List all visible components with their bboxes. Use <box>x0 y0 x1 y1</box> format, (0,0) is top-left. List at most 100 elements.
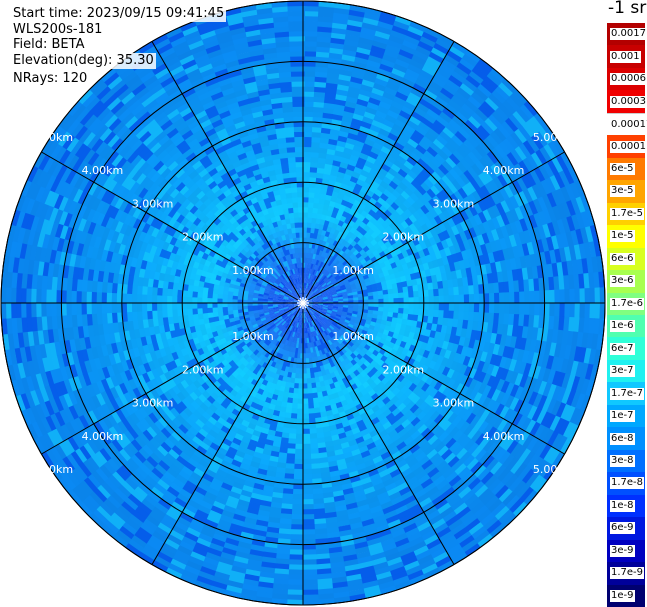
heatmap-cell <box>369 124 383 134</box>
heatmap-cell <box>401 77 417 89</box>
heatmap-cell <box>488 114 503 130</box>
heatmap-cell <box>542 223 552 240</box>
heatmap-cell <box>324 163 334 171</box>
heatmap-cell <box>329 269 336 275</box>
heatmap-cell <box>474 108 490 123</box>
heatmap-cell <box>505 117 520 134</box>
heatmap-cell <box>324 287 331 292</box>
heatmap-cell <box>436 67 453 81</box>
heatmap-cell <box>438 163 451 176</box>
heatmap-cell <box>317 297 324 300</box>
heatmap-cell <box>319 273 325 279</box>
heatmap-cell <box>383 158 395 169</box>
heatmap-cell <box>370 44 388 55</box>
heatmap-cell <box>494 239 504 253</box>
heatmap-cell <box>312 297 318 300</box>
heatmap-cell <box>495 107 511 123</box>
heatmap-cell <box>328 267 334 274</box>
heatmap-cell <box>467 237 477 250</box>
heatmap-cell <box>393 63 410 74</box>
heatmap-cell <box>512 179 524 195</box>
heatmap-cell <box>311 131 323 138</box>
heatmap-cell <box>373 114 387 125</box>
heatmap-cell <box>343 280 350 285</box>
heatmap-cell <box>498 157 512 173</box>
heatmap-cell <box>305 282 308 289</box>
heatmap-cell <box>323 107 336 115</box>
heatmap-cell <box>523 216 534 232</box>
heatmap-cell <box>329 275 335 281</box>
heatmap-cell <box>464 49 483 64</box>
heatmap-cell <box>478 104 494 120</box>
heatmap-cell <box>526 119 541 136</box>
heatmap-cell <box>327 282 333 287</box>
heatmap-cell <box>377 68 394 79</box>
heatmap-cell <box>362 164 373 174</box>
heatmap-cell <box>451 225 461 237</box>
heatmap-cell <box>424 131 438 144</box>
heatmap-cell <box>482 153 496 169</box>
heatmap-cell <box>303 141 313 148</box>
heatmap-cell <box>329 238 336 245</box>
heatmap-cell <box>303 267 306 273</box>
heatmap-cell <box>471 111 487 127</box>
heatmap-cell <box>455 212 466 225</box>
heatmap-cell <box>303 232 308 238</box>
heatmap-cell <box>407 63 424 76</box>
heatmap-cell <box>316 284 322 289</box>
heatmap-cell <box>451 179 463 192</box>
heatmap-cell <box>294 443 303 450</box>
heatmap-cell <box>382 91 397 102</box>
heatmap-cell <box>486 150 500 166</box>
heatmap-cell <box>473 225 483 238</box>
heatmap-cell <box>432 281 439 291</box>
heatmap-cell <box>350 76 365 85</box>
heatmap-cell <box>303 252 306 258</box>
heatmap-cell <box>311 212 318 219</box>
heatmap-cell <box>440 239 450 250</box>
heatmap-cell <box>397 86 413 98</box>
heatmap-cell <box>580 227 590 246</box>
heatmap-cell <box>537 196 549 213</box>
heatmap-cell <box>347 295 354 299</box>
heatmap-cell <box>326 189 334 197</box>
heatmap-cell <box>431 156 444 169</box>
heatmap-cell <box>319 255 324 262</box>
heatmap-cell <box>317 265 322 272</box>
heatmap-cell <box>431 243 440 254</box>
heatmap-cell <box>445 156 458 170</box>
heatmap-cell <box>474 175 486 190</box>
heatmap-cell <box>537 225 547 241</box>
heatmap-cell <box>354 56 370 66</box>
heatmap-cell <box>371 87 386 97</box>
heatmap-cell <box>324 264 331 271</box>
heatmap-cell <box>565 184 577 203</box>
heatmap-cell <box>306 296 312 300</box>
heatmap-cell <box>408 115 423 127</box>
heatmap-cell <box>455 176 467 189</box>
heatmap-cell <box>451 134 465 148</box>
heatmap-cell <box>457 126 472 141</box>
heatmap-cell <box>521 267 529 282</box>
heatmap-cell <box>427 174 439 186</box>
heatmap-cell <box>309 278 313 285</box>
heatmap-cell <box>386 284 393 291</box>
heatmap-cell <box>426 108 441 121</box>
heatmap-cell <box>346 163 357 172</box>
heatmap-cell <box>450 235 459 247</box>
heatmap-cell <box>498 141 512 157</box>
heatmap-cell <box>356 46 373 56</box>
heatmap-cell <box>402 39 420 51</box>
heatmap-cell <box>321 178 331 185</box>
heatmap-cell <box>312 299 319 301</box>
heatmap-cell <box>377 20 396 31</box>
heatmap-cell <box>327 260 334 267</box>
heatmap-cell <box>489 240 499 254</box>
heatmap-cell <box>335 286 342 291</box>
heatmap-cell <box>303 1 321 7</box>
heatmap-cell <box>303 247 307 253</box>
heatmap-cell <box>477 199 488 213</box>
heatmap-cell <box>474 62 492 78</box>
heatmap-cell <box>424 238 433 249</box>
heatmap-cell <box>309 268 313 274</box>
